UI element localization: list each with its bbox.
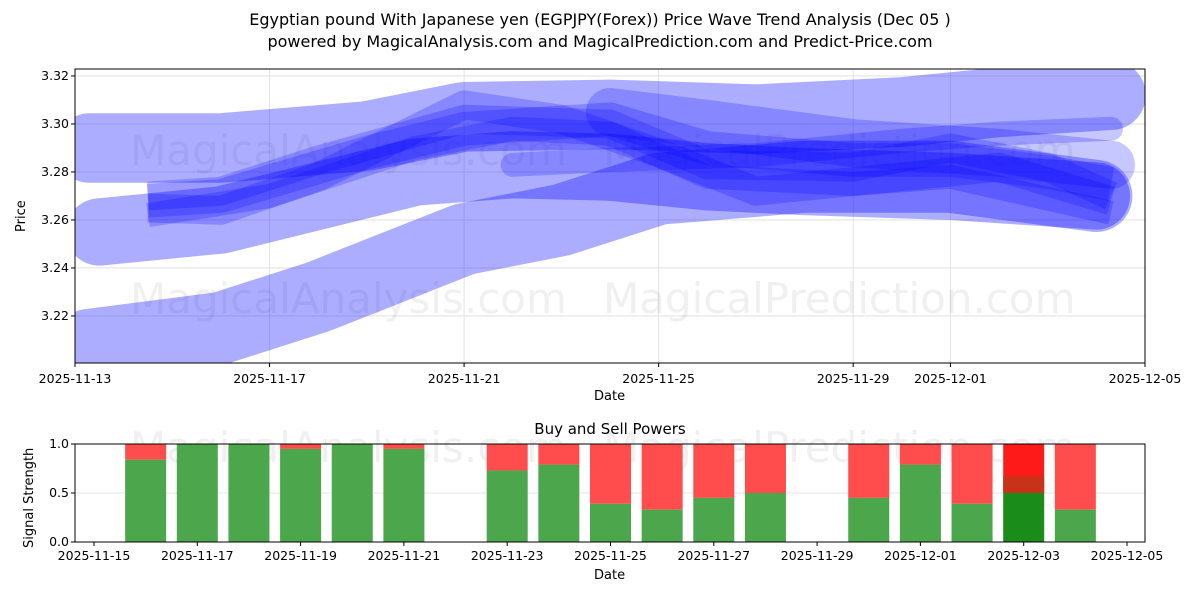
signal-tick-label: 0.0 (49, 534, 69, 549)
price-tick-label: 3.26 (41, 211, 69, 227)
sell-bar (1054, 444, 1096, 510)
date-tick-label: 2025-11-21 (427, 371, 501, 386)
bar-date-tick-label: 2025-11-21 (367, 548, 441, 563)
sell-bar (383, 444, 425, 449)
buy-bar (176, 444, 218, 542)
price-tick-label: 3.22 (41, 307, 69, 323)
sell-bar (590, 444, 631, 504)
buy-bar (280, 448, 322, 542)
svg-text:MagicalPrediction.com: MagicalPrediction.com (603, 274, 1076, 323)
date-tick-label: 2025-11-25 (622, 371, 695, 386)
price-tick-label: 3.30 (41, 115, 69, 131)
buy-bar (951, 503, 993, 542)
sell-bar (744, 444, 786, 493)
price-tick-label: 3.28 (41, 163, 69, 179)
chart-subtitle: powered by MagicalAnalysis.com and Magic… (267, 32, 933, 51)
sell-bar (125, 444, 167, 460)
bar-date-tick-label: 2025-11-19 (264, 548, 337, 563)
bar-date-tick-label: 2025-11-15 (57, 548, 131, 563)
svg-text:MagicalAnalysis.com: MagicalAnalysis.com (130, 274, 567, 323)
sell-bar-mid (1003, 476, 1045, 493)
sell-bar (693, 444, 735, 498)
sell-bar (951, 444, 993, 504)
buy-bar (228, 444, 270, 542)
sell-bar (848, 444, 890, 498)
wave-band-wave-upper-wide (75, 69, 1145, 183)
sell-bar (486, 444, 528, 471)
svg-text:MagicalPrediction.com: MagicalPrediction.com (603, 126, 1076, 175)
date-tick-label: 2025-11-13 (38, 371, 112, 386)
buy-bar (590, 503, 631, 542)
price-axis-label: Price (14, 200, 29, 232)
buy-bar (641, 509, 683, 542)
wave-band-wave-central-3 (147, 90, 1116, 225)
bar-date-tick-label: 2025-11-27 (677, 548, 751, 563)
buy-bar (1054, 509, 1096, 542)
bar-date-tick-label: 2025-12-05 (1090, 548, 1164, 563)
bar-date-tick-label: 2025-12-03 (987, 548, 1061, 563)
signal-tick-label: 0.5 (49, 485, 69, 500)
bar-date-tick-label: 2025-11-17 (160, 548, 234, 563)
buy-sell-title: Buy and Sell Powers (534, 420, 686, 438)
sell-bar (641, 444, 683, 510)
date-tick-label: 2025-11-29 (816, 371, 890, 386)
signal-tick-label: 1.0 (49, 436, 69, 451)
date-tick-label: 2025-12-05 (1108, 371, 1182, 386)
buy-bar (744, 493, 786, 542)
bar-date-tick-label: 2025-11-29 (780, 548, 854, 563)
chart-title: Egyptian pound With Japanese yen (EGPJPY… (249, 10, 951, 29)
wave-bands (75, 69, 1145, 363)
buy-bar (383, 448, 425, 542)
wave-band-wave-right-rising (500, 116, 1123, 177)
buy-bar (486, 470, 528, 542)
wave-band-wave-central-1 (147, 104, 1117, 211)
bar-date-tick-label: 2025-12-01 (884, 548, 957, 563)
buy-bar (331, 444, 373, 542)
wave-band-wave-central-4 (146, 116, 1114, 228)
sell-bar (899, 444, 941, 465)
buy-bar (848, 497, 890, 542)
wave-band-wave-lower-left (75, 131, 1131, 266)
bar-date-tick-label: 2025-11-25 (574, 548, 647, 563)
price-tick-label: 3.24 (41, 259, 69, 275)
date-tick-label: 2025-11-17 (233, 371, 306, 386)
sell-bar (280, 444, 322, 449)
bar-date-tick-label: 2025-11-23 (470, 548, 544, 563)
sell-bar (538, 444, 580, 465)
buy-bar (693, 497, 735, 542)
date-tick-label: 2025-12-01 (914, 371, 987, 386)
buy-bar (1003, 493, 1045, 542)
signal-axis-label: Signal Strength (22, 447, 37, 548)
date-axis-label-bottom: Date (594, 568, 626, 583)
wave-band-wave-right-mid (586, 88, 1135, 189)
signal-bars (125, 444, 1096, 542)
wave-band-wave-central-2 (146, 102, 1115, 218)
buy-bar (125, 459, 167, 542)
wave-band-wave-bottom (75, 140, 1133, 363)
svg-text:MagicalAnalysis.com: MagicalAnalysis.com (130, 126, 567, 175)
date-axis-label-top: Date (594, 389, 626, 404)
buy-bar (899, 464, 941, 542)
buy-bar (538, 464, 580, 542)
price-tick-label: 3.32 (41, 67, 69, 83)
